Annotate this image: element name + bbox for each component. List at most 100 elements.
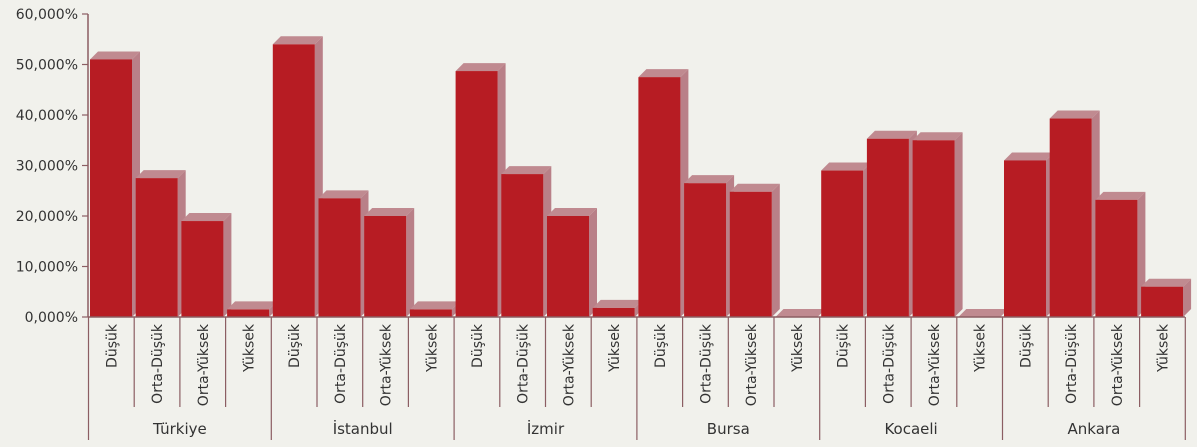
x-category-label: Orta-Düşük [881,323,897,404]
bar [135,170,186,317]
bar-front [364,216,407,317]
bar-side [1183,278,1192,317]
y-tick-label: 20,000% [16,209,78,225]
bar-top [1004,152,1054,161]
bar-top [90,51,140,60]
bar-side [954,132,963,317]
bar-top [227,301,278,310]
x-group-label: İzmir [527,419,565,438]
x-category-label: Yüksek [607,323,623,373]
bar [958,309,1009,317]
bar-front [409,309,452,317]
bar-top [866,130,917,139]
bar-front [135,178,178,317]
x-category-label: Orta-Yüksek [561,323,577,406]
x-category-label: Yüksek [1155,323,1171,373]
bar [227,301,278,317]
y-tick-label: 0,000% [25,310,78,326]
bar-side [406,208,415,317]
bar [455,63,506,317]
bar [592,299,643,317]
bar-front [90,59,132,317]
bar-side [589,208,597,317]
bar-top [638,69,689,78]
x-category-label: Orta-Düşük [698,323,714,404]
x-category-label: Düşük [104,323,120,368]
bar [547,208,597,317]
bar-front [181,221,224,317]
bar-side [223,213,232,317]
x-category-label: Orta-Yüksek [379,323,395,406]
bar [1049,110,1100,317]
bars [90,36,1192,318]
x-group-label: Kocaeli [884,420,937,438]
bar-front [1141,286,1184,317]
bar-front [684,183,727,317]
y-tick-label: 60,000% [16,7,78,23]
bar-front [912,140,955,317]
bar [272,36,323,318]
bar [90,51,140,317]
bar-top [684,175,735,184]
y-axis: 0,000% 10,000% 20,000% 30,000% 40,000% 50,000… [16,7,89,326]
bar-front [866,138,909,317]
bar [912,132,963,317]
x-category-label: Düşük [1018,323,1034,368]
bar-front [821,170,864,317]
bar-top [272,36,323,45]
bar [318,190,369,317]
bar-front [272,44,315,318]
y-tick-label: 40,000% [16,108,78,124]
bar-front [1095,199,1138,317]
bar-top [775,309,826,317]
bar [1141,278,1192,317]
x-category-label: Yüksek [241,323,257,373]
bar-front [729,191,772,317]
bar-top [1095,191,1146,200]
x-category-label: Orta-Düşük [333,323,349,404]
bar-top [958,309,1009,317]
x-category-label: Orta-Yüksek [196,323,212,406]
bar [1095,191,1146,317]
bar-top [501,166,552,175]
x-category-label: Orta-Düşük [516,323,532,404]
x-category-label: Orta-Yüksek [927,323,943,406]
bar [181,213,232,317]
x-group-label: Ankara [1068,420,1121,438]
bar-top [455,63,506,72]
x-category-label: Düşük [470,323,486,368]
bar-top [912,132,963,141]
bar-top [409,301,460,310]
x-category-label: Orta-Düşük [150,323,166,404]
bar-front [1004,160,1046,317]
bar-front [501,174,544,317]
bar-front [547,216,589,317]
bar-top [318,190,369,199]
bar-top [181,213,232,222]
bar-top [547,208,597,216]
bar [684,175,735,317]
bar [638,69,689,317]
x-group-label: İstanbul [333,419,393,438]
x-axis: Düşük Orta-Düşük Orta-Yüksek Yüksek Türkiye D… [87,316,1186,440]
bar [1004,152,1054,317]
bar-front [1049,118,1092,317]
x-group-label: Bursa [707,420,750,438]
x-category-label: Yüksek [790,323,806,373]
x-category-label: Düşük [653,323,669,368]
bar-top [1141,278,1192,287]
bar-front [638,77,681,317]
bar [364,208,415,317]
bar-top [135,170,186,179]
x-group-label: Türkiye [152,420,207,438]
bar-front [592,307,635,317]
bar-top [364,208,415,216]
bar-top [592,299,643,308]
bar-top [821,162,872,171]
bar [729,183,780,317]
bar-top [1049,110,1100,119]
x-category-label: Orta-Düşük [1064,323,1080,404]
bar-front [227,309,270,317]
